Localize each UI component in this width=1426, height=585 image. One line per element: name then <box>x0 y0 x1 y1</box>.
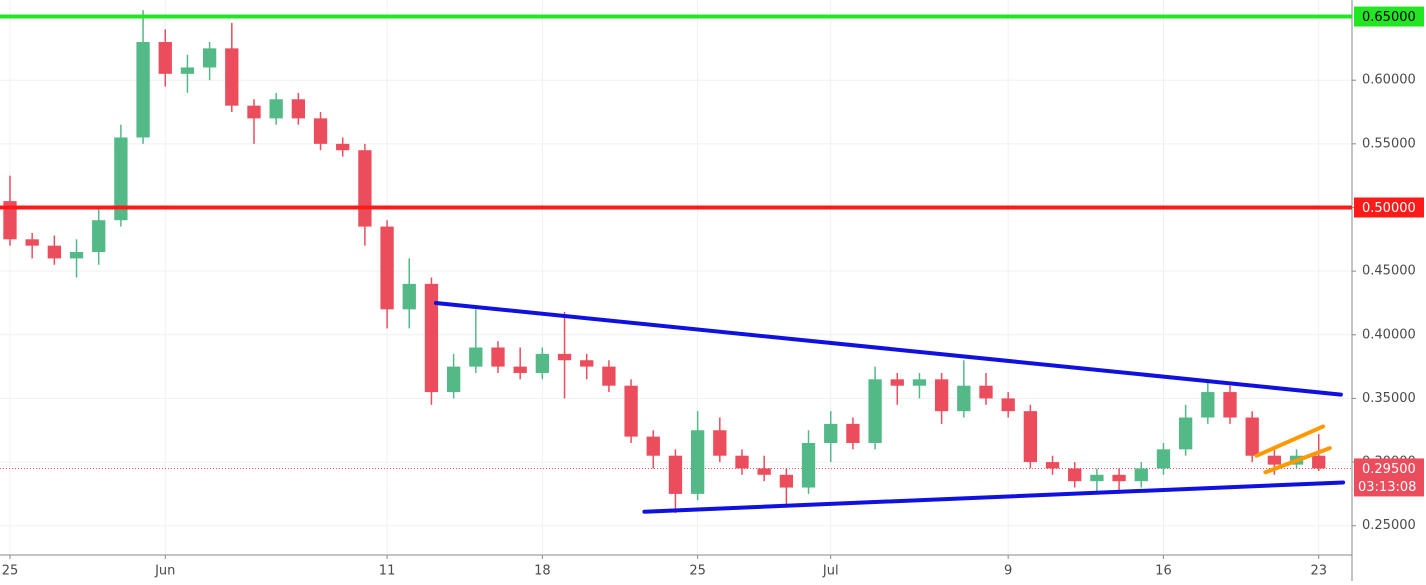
candle-body <box>513 366 527 373</box>
candle-body <box>1267 455 1282 465</box>
y-tick-label: 0.45000 <box>1362 264 1416 279</box>
candle-body <box>469 347 483 367</box>
candle-body <box>114 137 128 221</box>
x-tick-label: 25 <box>689 564 706 579</box>
candle-body <box>180 67 195 74</box>
candle-body <box>957 385 971 412</box>
candle-body <box>136 42 150 138</box>
candle-body <box>1312 455 1326 469</box>
candle-body <box>846 423 860 443</box>
candle-body <box>424 283 439 393</box>
candle-body <box>713 430 727 456</box>
candle-body <box>1178 417 1193 450</box>
candle-body <box>557 353 572 361</box>
candle-body <box>69 252 84 259</box>
candle-body <box>690 430 705 494</box>
y-tick-label: 0.55000 <box>1362 136 1416 151</box>
level-label-box <box>1354 197 1424 218</box>
candle-body <box>979 385 993 399</box>
x-tick-label: 11 <box>379 564 396 579</box>
candle-body <box>25 239 39 246</box>
candle-body <box>668 455 683 494</box>
candle-body <box>47 245 62 259</box>
candle-body <box>801 442 816 488</box>
candle-body <box>624 385 638 437</box>
candle-body <box>446 366 461 393</box>
candle-body <box>402 283 416 310</box>
level-label-box <box>1354 6 1424 27</box>
candle-body <box>646 436 660 456</box>
y-tick-label: 0.40000 <box>1362 327 1416 342</box>
candle-body <box>779 474 794 488</box>
candle-body <box>92 220 106 253</box>
candle-body <box>158 42 172 74</box>
x-tick-label: 16 <box>1155 564 1172 579</box>
x-tick-label: 23 <box>1310 564 1327 579</box>
candle-body <box>1201 392 1215 418</box>
candle-body <box>912 379 927 386</box>
candle-body <box>1045 462 1060 469</box>
countdown-label: 03:13:08 <box>1358 480 1416 495</box>
candle-body <box>202 48 217 68</box>
candle-body <box>735 455 749 469</box>
trendline <box>433 300 1343 397</box>
candle-body <box>1245 417 1259 456</box>
last-price-label: 0.29500 <box>1362 462 1416 477</box>
level-label: 0.65000 <box>1362 10 1416 25</box>
x-tick-label: 18 <box>534 564 551 579</box>
candle-body <box>1134 468 1148 482</box>
candle-body <box>890 379 904 386</box>
candle-body <box>934 379 949 412</box>
y-tick-label: 0.25000 <box>1362 518 1416 533</box>
trendline <box>1263 446 1332 475</box>
candle-body <box>1068 468 1082 482</box>
x-tick-label: 25 <box>2 564 19 579</box>
trendline <box>642 480 1346 514</box>
candle-body <box>868 379 882 443</box>
level-label: 0.50000 <box>1362 201 1416 216</box>
candle-body <box>535 353 550 373</box>
x-tick-label: 9 <box>1004 564 1012 579</box>
last-price-box <box>1354 458 1424 497</box>
candle-body <box>1090 474 1104 482</box>
candle-body <box>1112 474 1126 482</box>
x-tick-label: Jun <box>154 564 175 579</box>
candle-body <box>358 150 372 227</box>
candle-body <box>580 360 594 367</box>
x-tick-label: Jul <box>822 564 839 579</box>
candle-body <box>3 201 17 240</box>
candle-body <box>824 423 838 443</box>
candle-body <box>247 105 261 119</box>
candle-body <box>1223 392 1237 418</box>
candle-body <box>602 366 616 386</box>
candle-body <box>313 118 328 144</box>
candle-body <box>225 48 239 106</box>
candle-body <box>269 99 283 119</box>
candle-body <box>491 347 505 367</box>
candle-body <box>1156 449 1171 469</box>
candle-body <box>336 143 350 151</box>
candle-body <box>1001 398 1015 412</box>
candle-body <box>1023 411 1038 463</box>
y-tick-label: 0.35000 <box>1362 391 1416 406</box>
trendline <box>1254 424 1326 458</box>
candle-body <box>291 99 306 119</box>
y-tick-label: 0.60000 <box>1362 73 1416 88</box>
candle-body <box>757 468 771 475</box>
candle-body <box>380 226 394 310</box>
